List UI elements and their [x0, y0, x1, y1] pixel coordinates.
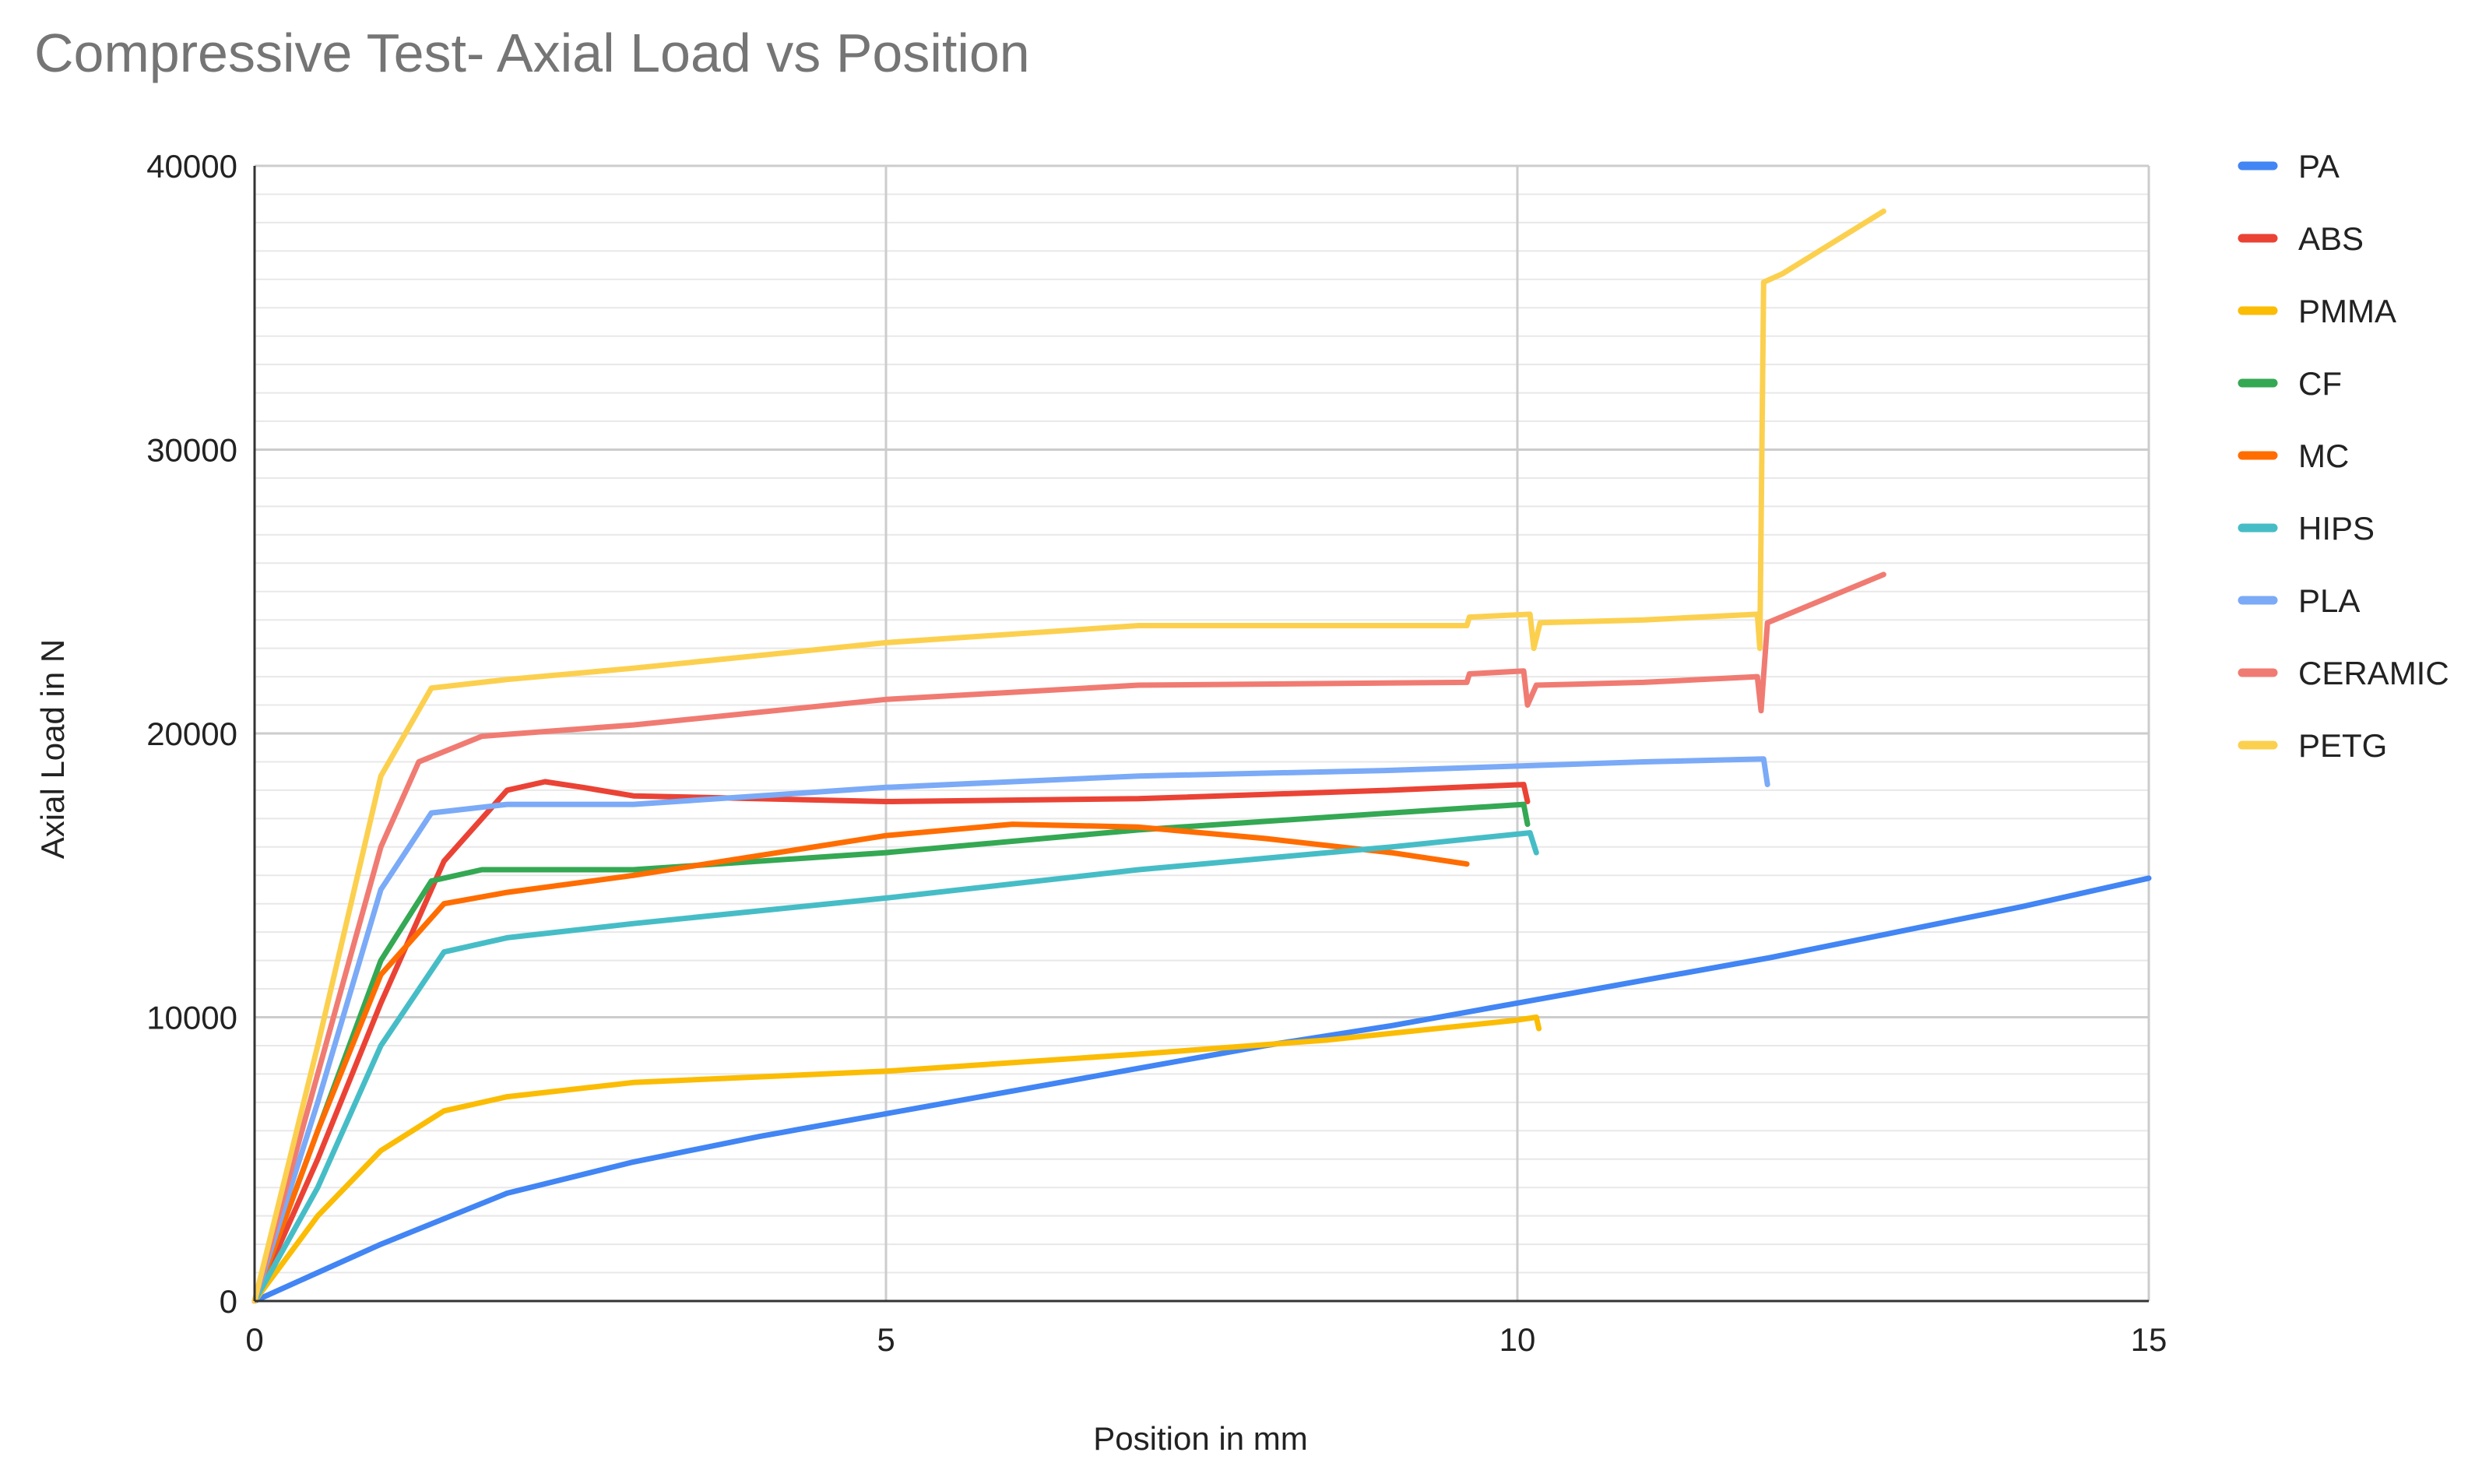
axes: [253, 166, 2149, 1303]
y-tick-label: 40000: [146, 148, 237, 185]
y-tick-label: 10000: [146, 1000, 237, 1036]
series-line-pa: [251, 875, 2152, 1304]
y-tick-label: 20000: [146, 716, 237, 752]
chart-title: Compressive Test- Axial Load vs Position: [34, 23, 1030, 83]
legend-label-pmma: PMMA: [2298, 293, 2396, 329]
series-line-hips: [251, 830, 1539, 1304]
legend-label-ceramic: CERAMIC: [2298, 655, 2449, 691]
legend-label-mc: MC: [2298, 438, 2349, 474]
y-axis-title: Axial Load in N: [34, 639, 71, 860]
x-axis-title: Position in mm: [1093, 1420, 1307, 1457]
x-tick-label: 10: [1499, 1321, 1536, 1358]
legend-label-pla: PLA: [2298, 582, 2360, 619]
y-tick-label: 0: [220, 1283, 237, 1320]
legend-label-cf: CF: [2298, 365, 2342, 402]
series-line-mc: [251, 821, 1470, 1304]
series-line-pmma: [251, 1015, 1542, 1304]
legend-label-abs: ABS: [2298, 220, 2364, 257]
x-tick-label: 15: [2131, 1321, 2167, 1358]
x-tick-label: 0: [245, 1321, 263, 1358]
plot-lines: [251, 208, 2152, 1304]
series-line-cf: [251, 801, 1531, 1304]
series-line-abs: [251, 779, 1531, 1304]
legend-label-petg: PETG: [2298, 727, 2387, 764]
legend-label-pa: PA: [2298, 148, 2340, 185]
y-tick-label: 30000: [146, 432, 237, 469]
series-line-ceramic: [251, 571, 1886, 1304]
tick-labels: 0 5 10 15 0 10000 20000 30000 40000: [146, 148, 2167, 1358]
series-line-pla: [251, 756, 1770, 1304]
legend-label-hips: HIPS: [2298, 510, 2375, 547]
x-tick-label: 5: [877, 1321, 895, 1358]
legend: PA ABS PMMA CF MC HIPS PLA CERAMIC PETG: [2238, 148, 2449, 764]
series-line-petg: [251, 208, 1886, 1304]
gridlines: [255, 164, 2150, 1301]
